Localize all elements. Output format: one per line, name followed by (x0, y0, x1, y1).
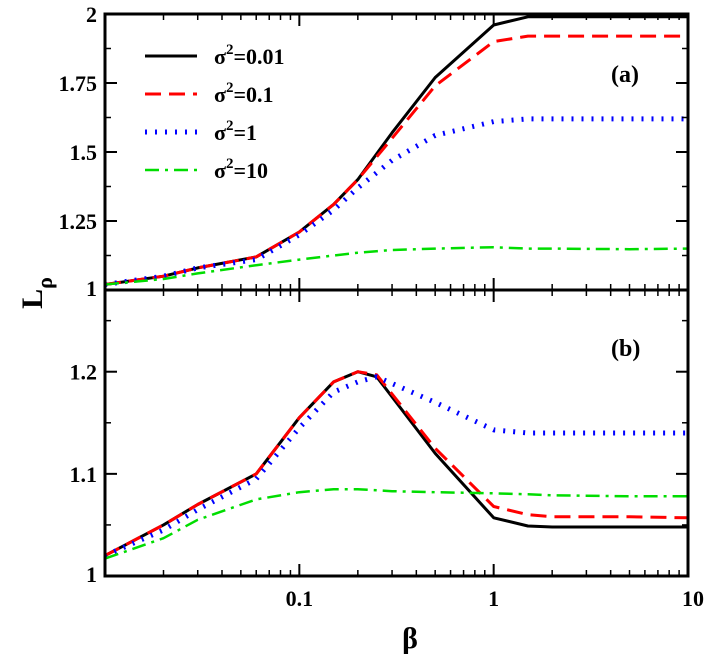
panel-a-label: (a) (611, 62, 639, 88)
panel-a-series-4-line (105, 245, 688, 286)
panel-a-ticks: 1 1.25 1.5 1.75 2 (59, 2, 688, 301)
panel-a-ytick-label-4: 1.75 (59, 71, 98, 96)
xtick-label-1: 0.1 (286, 586, 314, 611)
svg-text:Lρ: Lρ (16, 277, 57, 309)
panel-b-frame (103, 288, 690, 578)
panel-a-ytick-label-5: 2 (86, 2, 97, 27)
legend-label-2: σ2=0.1 (214, 80, 274, 107)
y-axis-title-main: L (16, 289, 49, 309)
legend: σ2=0.01 σ2=0.1 σ2=1 σ2=10 (145, 42, 285, 183)
panel-a: 1 1.25 1.5 1.75 2 (a) (59, 2, 690, 301)
panel-a-ytick-label-1: 1 (86, 276, 97, 301)
panel-b-ytick-label-3: 1.2 (70, 360, 98, 385)
panel-b-series-1-line (105, 370, 688, 557)
panel-b-series-4-line (105, 487, 688, 560)
panel-a-series-2-line (105, 34, 688, 286)
panel-a-series-3-line (105, 116, 688, 287)
y-axis-title-sub: ρ (32, 277, 57, 289)
x-axis-title: β (402, 622, 418, 654)
legend-label-1: σ2=0.01 (214, 42, 285, 69)
panel-a-ytick-label-2: 1.25 (59, 209, 98, 234)
y-axis-title: Lρ (16, 277, 57, 309)
legend-label-3: σ2=1 (214, 118, 257, 145)
panel-b-ytick-label-1: 1 (86, 562, 97, 587)
panel-b-series-group (105, 370, 688, 560)
xtick-label-2: 1 (488, 586, 499, 611)
panel-b-ticks: 1 1.1 1.2 0.1 1 10 (70, 290, 704, 611)
panel-b: 1 1.1 1.2 0.1 1 10 (b) (70, 288, 704, 611)
panel-b-label: (b) (611, 336, 640, 362)
xtick-label-3: 10 (682, 586, 704, 611)
panel-a-ytick-label-3: 1.5 (70, 140, 98, 165)
panel-a-series-group (105, 15, 688, 287)
legend-label-4: σ2=10 (214, 156, 268, 183)
panel-b-ytick-label-2: 1.1 (70, 462, 98, 487)
